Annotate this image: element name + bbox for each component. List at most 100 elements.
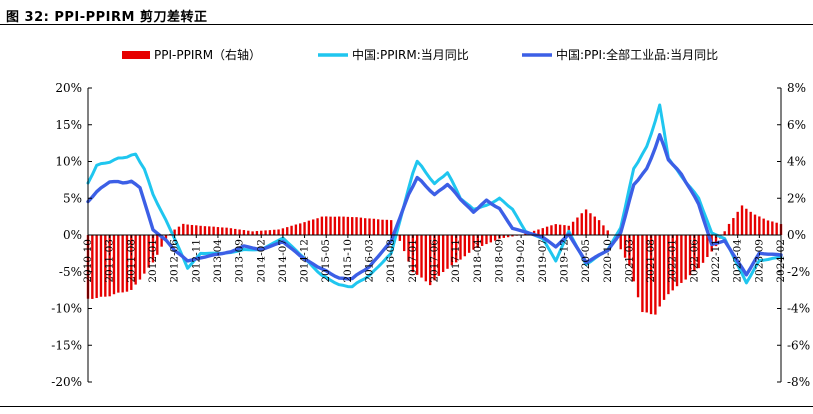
x-tick-label-16: 2017-06 — [429, 239, 441, 283]
bar-116 — [589, 213, 592, 235]
bar-2 — [95, 235, 98, 298]
bar-23 — [186, 224, 189, 235]
bar-129 — [645, 235, 648, 313]
bar-3 — [99, 235, 103, 297]
bar-119 — [602, 225, 605, 235]
bar-137 — [680, 235, 683, 283]
bar-120 — [606, 230, 609, 235]
x-tick-label-7: 2013-09 — [234, 239, 246, 283]
bar-14 — [147, 235, 150, 268]
bar-159 — [775, 222, 778, 235]
bar-109 — [558, 224, 562, 235]
x-tick-label-6: 2013-04 — [212, 239, 224, 283]
x-tick-label-9: 2014-07 — [277, 239, 289, 283]
bar-76 — [415, 235, 419, 275]
bar-24 — [190, 224, 194, 235]
title-rule — [0, 24, 813, 25]
bar-125 — [628, 235, 631, 266]
bar-154 — [753, 214, 757, 235]
bar-31 — [221, 227, 224, 235]
bar-79 — [428, 235, 432, 286]
axes-layer: 20% 15% 10% 5% 0% -5% -10% -15% -20% 8% 6% 4% 2% 0% -2… — [51, 81, 810, 389]
legend-label-2: 中国:PPI:全部工业品:当月同比 — [556, 47, 718, 62]
bar-126 — [632, 235, 635, 282]
bar-49 — [299, 223, 302, 235]
x-tick-label-12: 2015-10 — [342, 239, 354, 283]
bar-101 — [524, 233, 527, 235]
bar-48 — [294, 224, 298, 235]
left-tick-label-1: 15% — [55, 118, 82, 132]
bar-143 — [706, 235, 709, 258]
bar-13 — [143, 235, 146, 274]
bar-57 — [333, 216, 337, 235]
right-tick-label-2: 4% — [787, 155, 806, 169]
bar-104 — [537, 229, 540, 235]
x-tick-label-8: 2014-02 — [255, 239, 267, 283]
bar-21 — [177, 226, 181, 235]
bar-41 — [264, 230, 267, 235]
x-tick-label-30: 2023-04 — [732, 239, 744, 283]
bar-124 — [623, 235, 627, 258]
bar-149 — [732, 218, 735, 235]
bar-93 — [489, 235, 492, 243]
left-tick-label-3: 5% — [63, 191, 82, 205]
bar-148 — [727, 223, 731, 235]
bar-98 — [511, 235, 514, 237]
bar-35 — [238, 229, 241, 235]
bar-7 — [117, 235, 120, 293]
bar-89 — [472, 235, 475, 250]
x-tick-label-29: 2022-11 — [710, 239, 722, 283]
lines-layer — [86, 103, 783, 289]
bar-26 — [199, 225, 202, 235]
bar-44 — [277, 229, 280, 235]
bar-108 — [554, 224, 557, 235]
left-tick-label-2: 10% — [55, 155, 82, 169]
bar-81 — [437, 235, 441, 276]
bar-52 — [312, 219, 315, 235]
x-tick-label-5: 2012-11 — [190, 239, 202, 283]
series-line-2 — [86, 133, 783, 281]
x-tick-label-27: 2022-01 — [667, 239, 679, 283]
bar-97 — [506, 235, 510, 238]
bar-61 — [351, 217, 354, 235]
bar-10 — [130, 235, 133, 290]
x-tick-label-17: 2017-11 — [450, 239, 462, 283]
right-tick-label-0: 8% — [787, 81, 806, 95]
bar-20 — [173, 229, 176, 235]
bar-145 — [714, 235, 718, 247]
bar-86 — [459, 235, 462, 260]
bar-138 — [684, 235, 687, 280]
x-tick-label-25: 2021-03 — [623, 239, 635, 283]
bar-67 — [377, 219, 380, 235]
bar-84 — [450, 235, 454, 266]
bar-112 — [571, 221, 575, 235]
bar-39 — [255, 231, 259, 235]
bar-80 — [433, 235, 436, 281]
x-tick-label-23: 2020-05 — [580, 239, 592, 283]
right-tick-label-8: -8% — [787, 375, 810, 389]
x-tick-label-26: 2021-08 — [645, 239, 657, 283]
right-tick-label-6: -4% — [787, 302, 810, 316]
x-tick-label-3: 2012-01 — [147, 239, 159, 283]
bar-82 — [441, 235, 445, 273]
bar-113 — [576, 217, 579, 235]
x-tick-label-0: 2010-10 — [82, 239, 94, 283]
bar-74 — [407, 235, 410, 262]
bar-130 — [649, 235, 653, 315]
bar-63 — [359, 217, 363, 235]
bar-128 — [641, 235, 644, 313]
bar-29 — [212, 226, 215, 235]
bar-34 — [234, 228, 237, 235]
right-tick-label-5: -2% — [787, 265, 810, 279]
bar-133 — [662, 235, 666, 300]
bar-65 — [368, 218, 371, 235]
bar-140 — [693, 235, 696, 272]
bar-114 — [580, 213, 583, 235]
bar-16 — [156, 235, 159, 255]
left-tick-label-6: -10% — [51, 302, 82, 316]
bar-70 — [390, 220, 393, 235]
bar-155 — [758, 216, 761, 235]
x-tick-label-20: 2019-02 — [515, 239, 527, 283]
x-tick-label-11: 2015-05 — [320, 239, 332, 283]
bar-4 — [104, 235, 107, 297]
